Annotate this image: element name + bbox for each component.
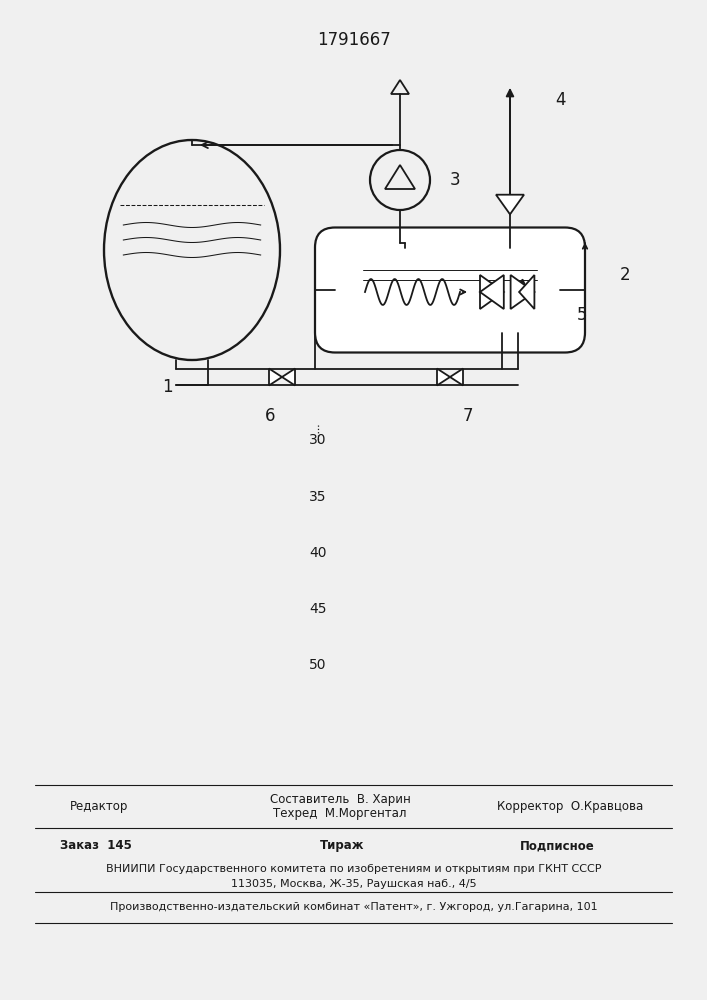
Text: 45: 45 bbox=[309, 602, 327, 616]
Polygon shape bbox=[450, 369, 463, 385]
Text: 3: 3 bbox=[450, 171, 461, 189]
Text: Составитель  В. Харин: Составитель В. Харин bbox=[269, 793, 410, 806]
Text: 50: 50 bbox=[309, 658, 327, 672]
Text: Редактор: Редактор bbox=[70, 800, 129, 813]
FancyBboxPatch shape bbox=[315, 228, 585, 353]
Text: 35: 35 bbox=[309, 490, 327, 504]
Polygon shape bbox=[480, 275, 504, 309]
Text: 1: 1 bbox=[162, 378, 173, 396]
Text: 2: 2 bbox=[620, 266, 631, 284]
Text: 1791667: 1791667 bbox=[317, 31, 391, 49]
Text: 5: 5 bbox=[577, 306, 588, 324]
Text: Корректор  О.Кравцова: Корректор О.Кравцова bbox=[497, 800, 643, 813]
Polygon shape bbox=[510, 275, 534, 309]
Text: Заказ  145: Заказ 145 bbox=[60, 839, 132, 852]
Polygon shape bbox=[282, 369, 295, 385]
Text: Производственно-издательский комбинат «Патент», г. Ужгород, ул.Гагарина, 101: Производственно-издательский комбинат «П… bbox=[110, 902, 598, 912]
Polygon shape bbox=[496, 195, 524, 214]
Text: 40: 40 bbox=[309, 546, 327, 560]
Text: 113035, Москва, Ж-35, Раушская наб., 4/5: 113035, Москва, Ж-35, Раушская наб., 4/5 bbox=[231, 879, 477, 889]
Text: 30: 30 bbox=[309, 433, 327, 447]
Polygon shape bbox=[269, 369, 282, 385]
Text: 6: 6 bbox=[264, 407, 275, 425]
Text: ВНИИПИ Государственного комитета по изобретениям и открытиям при ГКНТ СССР: ВНИИПИ Государственного комитета по изоб… bbox=[106, 864, 602, 874]
Text: Техред  М.Моргентал: Техред М.Моргентал bbox=[273, 807, 407, 820]
Polygon shape bbox=[480, 275, 504, 309]
Text: Тираж: Тираж bbox=[320, 839, 365, 852]
Polygon shape bbox=[437, 369, 450, 385]
Text: Подписное: Подписное bbox=[520, 839, 595, 852]
Text: 7: 7 bbox=[463, 407, 473, 425]
Text: 4: 4 bbox=[555, 91, 566, 109]
Polygon shape bbox=[519, 275, 534, 309]
